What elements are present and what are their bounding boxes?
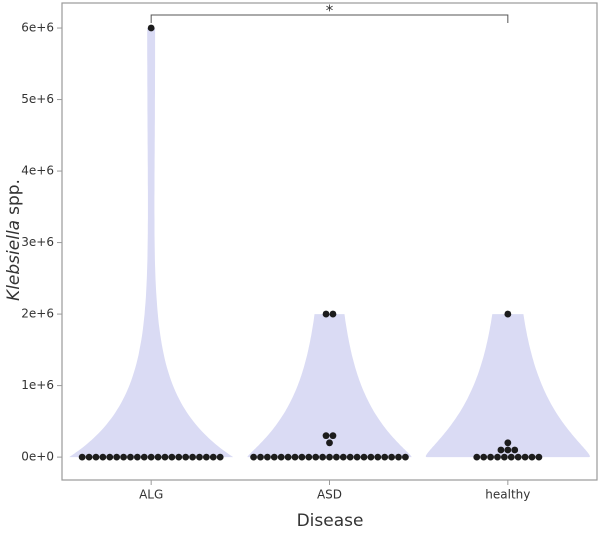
data-point [305,453,313,461]
data-point [257,453,264,461]
data-point [291,453,299,461]
data-point [196,453,203,461]
data-point [189,453,196,461]
data-point [326,453,333,461]
data-point [507,453,515,461]
data-point [147,24,155,32]
data-point [140,453,148,461]
y-axis-title-genus: Klebsiella [4,220,24,301]
data-point [209,453,217,461]
violin [247,314,412,458]
data-point [402,453,409,461]
data-point [322,310,330,318]
data-point [374,453,382,461]
y-tick-label: 5e+6 [21,92,54,106]
data-point [250,453,257,461]
x-axis-title: Disease [297,511,364,531]
data-point [312,453,320,461]
data-point [92,453,100,461]
data-point [480,453,488,461]
data-point [388,453,395,461]
data-point [85,453,93,461]
data-point [511,446,519,454]
data-point [367,453,375,461]
data-point [175,453,183,461]
y-tick-label: 0e+0 [21,450,54,464]
data-point [168,453,176,461]
data-point [346,453,354,461]
data-point [298,453,306,461]
data-point [270,453,278,461]
data-point [133,453,141,461]
data-point [329,310,337,318]
data-point [202,453,210,461]
data-point [284,453,292,461]
data-point [326,439,333,447]
data-point [277,453,285,461]
y-axis-title-rest: spp. [4,179,24,215]
data-point [500,453,508,461]
data-point [535,453,543,461]
y-axis-title: Klebsiella spp. [4,179,24,301]
x-tick-label: ALG [139,488,163,502]
x-tick-label: healthy [485,488,530,502]
violin [425,314,590,458]
y-tick-label: 2e+6 [21,307,54,321]
data-point [333,453,340,461]
data-point [521,453,529,461]
data-point [514,453,522,461]
data-point [106,453,114,461]
data-point [528,453,536,461]
data-point [99,453,107,461]
data-point [113,453,121,461]
data-point [322,432,330,440]
data-point [487,453,494,461]
data-point [504,310,512,318]
data-point [494,453,501,461]
violin [69,28,234,458]
data-point [147,453,155,461]
data-point [381,453,389,461]
x-tick-label: ASD [317,488,342,502]
data-point [182,453,190,461]
data-point [353,453,361,461]
significance-label: * [326,2,334,20]
data-point [127,453,134,461]
data-point [154,453,162,461]
data-point [395,453,402,461]
data-point [329,432,337,440]
data-point [120,453,127,461]
data-point [504,446,512,454]
data-point [161,453,169,461]
data-point [473,453,481,461]
data-point [216,453,224,461]
data-point [264,453,271,461]
data-point [319,453,326,461]
data-point [360,453,368,461]
data-point [504,439,512,447]
y-tick-label: 4e+6 [21,164,54,178]
y-tick-label: 6e+6 [21,21,54,35]
significance-bracket [150,14,509,23]
y-tick-label: 1e+6 [21,378,54,392]
data-point [78,453,86,461]
data-point [339,453,347,461]
y-tick-label: 3e+6 [21,235,54,249]
data-point [497,446,505,454]
